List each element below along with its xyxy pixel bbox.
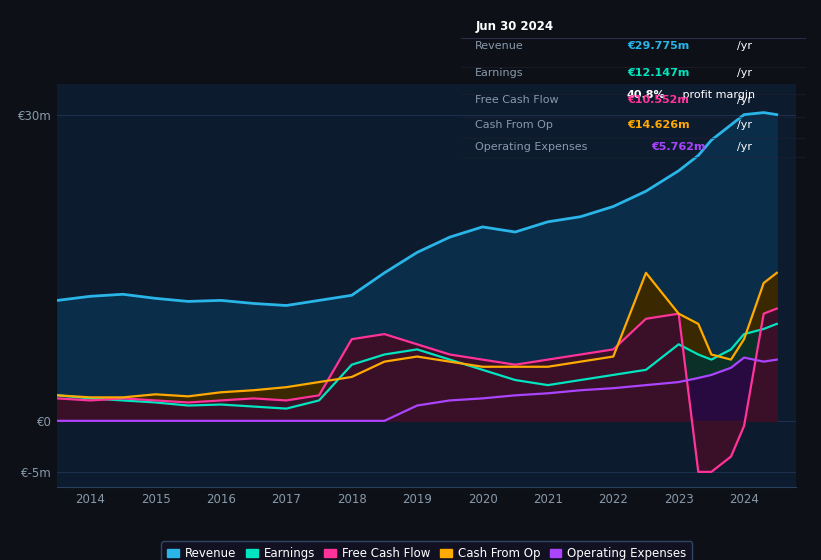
Text: Revenue: Revenue — [475, 41, 524, 51]
Text: Earnings: Earnings — [475, 68, 524, 78]
Text: /yr: /yr — [737, 142, 752, 152]
Text: Free Cash Flow: Free Cash Flow — [475, 95, 559, 105]
Text: 40.8%: 40.8% — [627, 90, 666, 100]
Text: /yr: /yr — [737, 120, 752, 130]
Text: profit margin: profit margin — [679, 90, 754, 100]
Text: €10.552m: €10.552m — [627, 95, 689, 105]
Text: Cash From Op: Cash From Op — [475, 120, 553, 130]
Text: /yr: /yr — [737, 68, 752, 78]
Text: €14.626m: €14.626m — [627, 120, 690, 130]
Text: €12.147m: €12.147m — [627, 68, 690, 78]
Text: /yr: /yr — [737, 95, 752, 105]
Text: €29.775m: €29.775m — [627, 41, 689, 51]
Legend: Revenue, Earnings, Free Cash Flow, Cash From Op, Operating Expenses: Revenue, Earnings, Free Cash Flow, Cash … — [162, 541, 692, 560]
Text: €5.762m: €5.762m — [651, 142, 705, 152]
Text: /yr: /yr — [737, 41, 752, 51]
Text: Jun 30 2024: Jun 30 2024 — [475, 20, 553, 33]
Text: Operating Expenses: Operating Expenses — [475, 142, 588, 152]
